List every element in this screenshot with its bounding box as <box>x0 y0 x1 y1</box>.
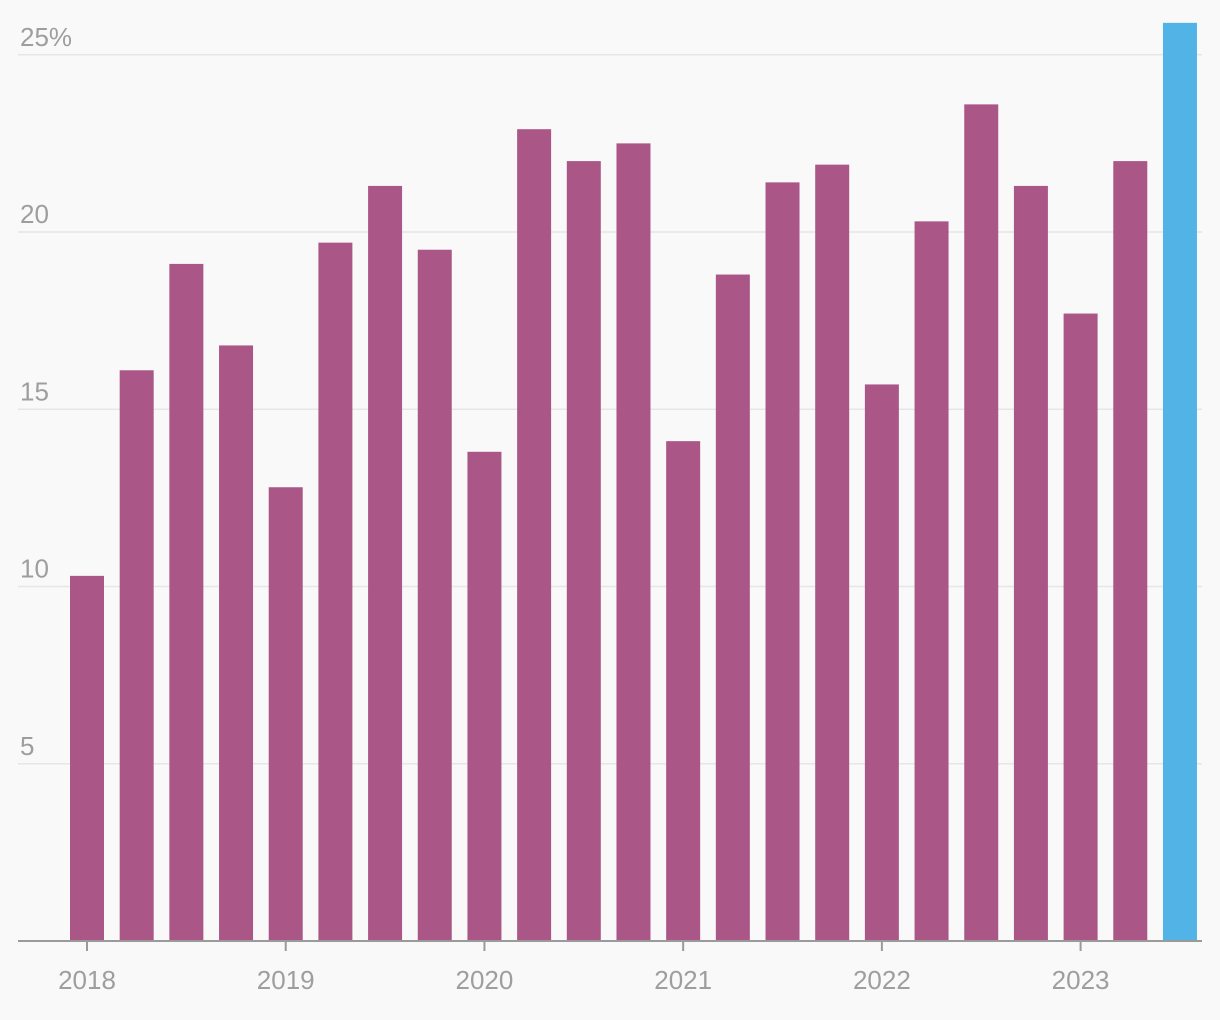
bar-2020-q1 <box>467 451 502 941</box>
bar-2023-q2 <box>1113 161 1148 942</box>
x-tick-label-2021: 2021 <box>654 965 712 995</box>
gridlines <box>18 54 1202 765</box>
x-tick-label-2022: 2022 <box>853 965 911 995</box>
bar-2021-q2 <box>715 274 750 941</box>
bar-2019-q4 <box>417 249 452 942</box>
bars <box>70 22 1197 942</box>
y-tick-label-25: 25% <box>20 22 72 52</box>
bar-2021-q4 <box>815 164 850 941</box>
bar-2020-q4 <box>616 143 651 941</box>
bar-2018-q2 <box>119 370 154 941</box>
bar-2022-q1 <box>864 384 899 941</box>
y-tick-label-5: 5 <box>20 731 34 761</box>
bar-2021-q1 <box>666 441 701 941</box>
bar-2019-q2 <box>318 242 353 941</box>
bar-2020-q2 <box>517 129 552 941</box>
x-tick-label-2018: 2018 <box>58 965 116 995</box>
y-tick-label-15: 15 <box>20 376 49 406</box>
x-tick-label-2019: 2019 <box>257 965 315 995</box>
x-tick-label-2023: 2023 <box>1052 965 1110 995</box>
bar-2018-q3 <box>169 263 204 941</box>
bar-2018-q1 <box>70 575 104 941</box>
bar-2022-q2 <box>914 221 949 942</box>
y-tick-label-10: 10 <box>20 554 49 584</box>
bar-2018-q4 <box>219 345 254 941</box>
bar-2022-q4 <box>1013 185 1048 942</box>
bar-2019-q1 <box>268 487 303 941</box>
bar-2023-q1 <box>1063 313 1098 941</box>
y-axis-labels: 5 10 15 20 25% <box>20 22 72 761</box>
y-tick-label-20: 20 <box>20 199 49 229</box>
x-axis-labels: 2018 2019 2020 2021 2022 2023 <box>58 941 1110 995</box>
x-tick-label-2020: 2020 <box>456 965 514 995</box>
bar-2023-q3 <box>1162 22 1197 942</box>
bar-2019-q3 <box>368 185 403 942</box>
bar-2022-q3 <box>964 104 999 941</box>
bar-2021-q3 <box>765 182 800 941</box>
bar-2020-q3 <box>566 161 601 942</box>
